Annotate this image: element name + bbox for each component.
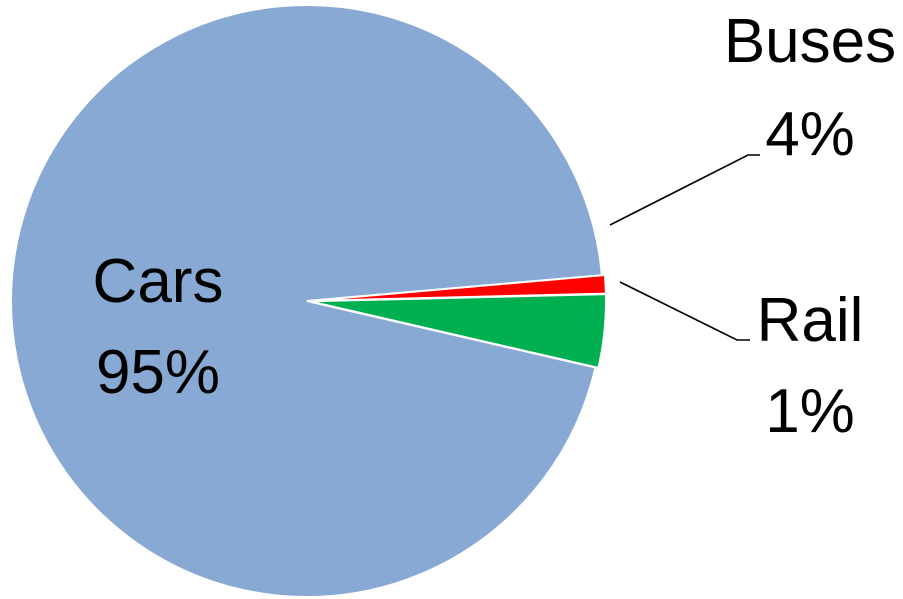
rail-slice xyxy=(309,273,607,302)
buses-leader-line xyxy=(609,154,760,226)
pie-slices xyxy=(10,4,607,598)
leader-lines xyxy=(609,154,760,341)
slice-labels: Cars 95% Buses 4% Rail 1% xyxy=(93,7,897,446)
cars-category-label: Cars xyxy=(93,247,224,316)
rail-category-label: Rail xyxy=(757,286,864,355)
rail-value-label: 1% xyxy=(765,377,855,446)
cars-value-label: 95% xyxy=(96,338,220,407)
buses-value-label: 4% xyxy=(765,100,855,169)
rail-leader-line xyxy=(619,281,750,341)
cars-slice xyxy=(10,4,603,598)
buses-category-label: Buses xyxy=(724,7,896,76)
